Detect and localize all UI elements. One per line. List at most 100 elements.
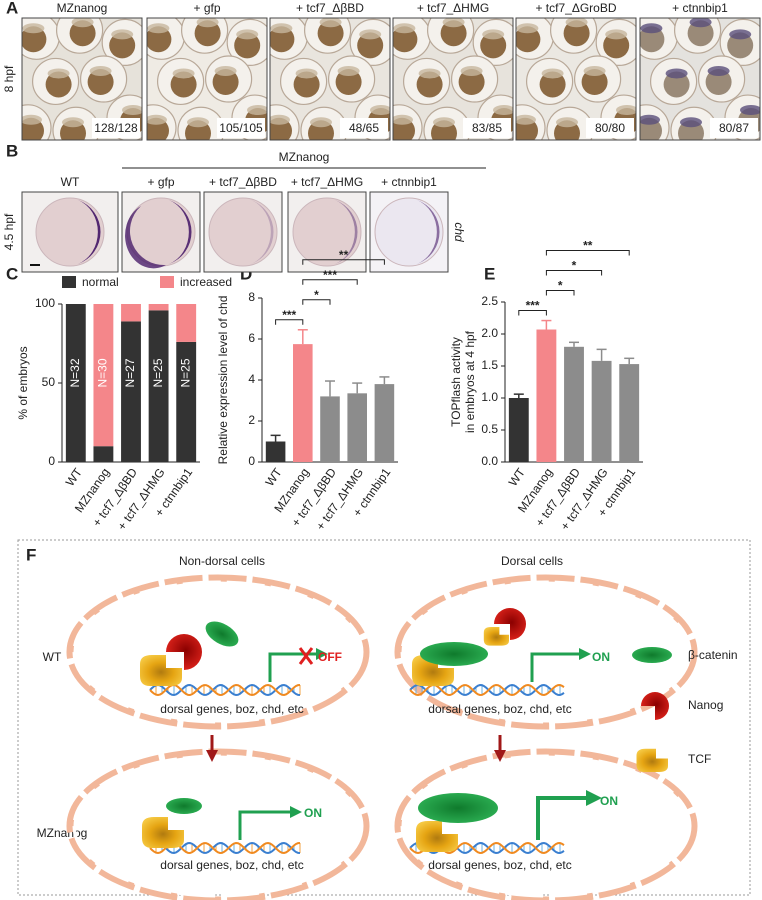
cell-membrane [66,748,370,900]
significance-label: * [314,288,319,302]
image-label: + ctnnbip1 [672,1,728,15]
yolk [603,32,630,59]
blastoderm [22,23,45,34]
yolk [147,26,172,53]
blastoderm [196,18,219,28]
state-label: ON [592,650,610,664]
panel-f-border [17,539,751,896]
legend-label: normal [82,275,119,289]
dna-strand [409,841,565,855]
image-label: + gfp [147,175,174,189]
gene-label: dorsal genes, boz, chd, etc [428,858,571,872]
yolk [416,71,443,98]
count-box [92,118,140,138]
chd-stain [417,200,440,264]
y-tick-label: 4 [248,372,255,386]
y-tick-label: 6 [248,331,255,345]
promoter-arrow [238,806,302,840]
y-tick-label: 1.0 [481,390,498,404]
blastoderm [147,23,170,34]
bar [536,329,557,462]
embryo-image [393,18,513,140]
yolk [640,26,665,53]
bar-segment [176,341,197,462]
yolk [458,69,485,95]
blastoderm [393,114,413,125]
count-box [340,118,388,138]
blastoderm [640,23,663,34]
blastoderm [556,117,578,128]
yolk [335,69,362,95]
off-cross [298,647,314,665]
y-tick-label: 50 [42,375,56,389]
yolk [727,32,754,59]
yolk [440,20,467,47]
embryo-image [22,18,142,140]
dna-strand [409,683,565,697]
group-label: MZnanog [279,150,330,164]
blastoderm [370,105,390,116]
blastoderm [729,29,752,40]
significance-bracket [302,299,331,305]
count-label: 128/128 [94,121,138,135]
image-border [269,17,391,141]
yolk [234,32,261,59]
n-label: N=32 [68,358,82,387]
n-label: N=27 [123,358,137,387]
yolk [212,69,239,95]
tcf [483,627,509,646]
blastoderm [247,105,267,116]
blastoderm [680,117,702,128]
bar [320,396,340,462]
blastoderm [516,114,536,125]
yolk [705,69,732,95]
image-border [392,17,514,141]
bar [265,441,286,462]
beta-catenin [166,798,202,814]
chd-stain [169,200,192,264]
yolk [357,32,384,59]
blastoderm [111,29,134,40]
tcf [412,655,454,686]
count-label: 105/105 [219,121,263,135]
row-title: WT [43,650,62,664]
image-border [515,17,637,141]
yolk [663,71,690,98]
significance-label: *** [282,308,296,322]
yolk [581,69,608,95]
nanog [494,608,526,640]
yolk [87,69,114,95]
blastoderm [442,18,465,28]
legend-label: β-catenin [688,648,738,662]
image-label: + gfp [193,1,220,15]
significance-bracket [545,290,575,296]
image-border [146,17,268,141]
stage-label: 8 hpf [2,65,16,92]
bar-segment [148,304,169,311]
significance-label: * [572,259,577,273]
gene-label: dorsal genes, boz, chd, etc [428,702,571,716]
blastoderm [236,29,259,40]
tcf [636,748,668,772]
promoter-arrow [536,790,602,840]
y-axis-label: % of embryos [16,346,30,419]
x-tick-label: WT [63,465,86,489]
cell-membrane-inner [400,580,692,724]
blastoderm [47,68,70,79]
yolk [393,26,418,53]
count-label: 80/87 [719,121,749,135]
image-border [639,17,761,141]
blastoderm [689,18,712,28]
bar-segment [93,304,114,447]
blastoderm [565,18,588,28]
blastoderm [516,23,539,34]
count-box [217,118,265,138]
chd-stain [251,200,274,264]
y-tick-label: 0.0 [481,454,498,468]
panel-label: F [26,545,36,564]
significance-label: *** [526,299,540,313]
blastoderm [418,68,441,79]
blastoderm [337,66,360,76]
promoter-arrow [530,648,591,682]
